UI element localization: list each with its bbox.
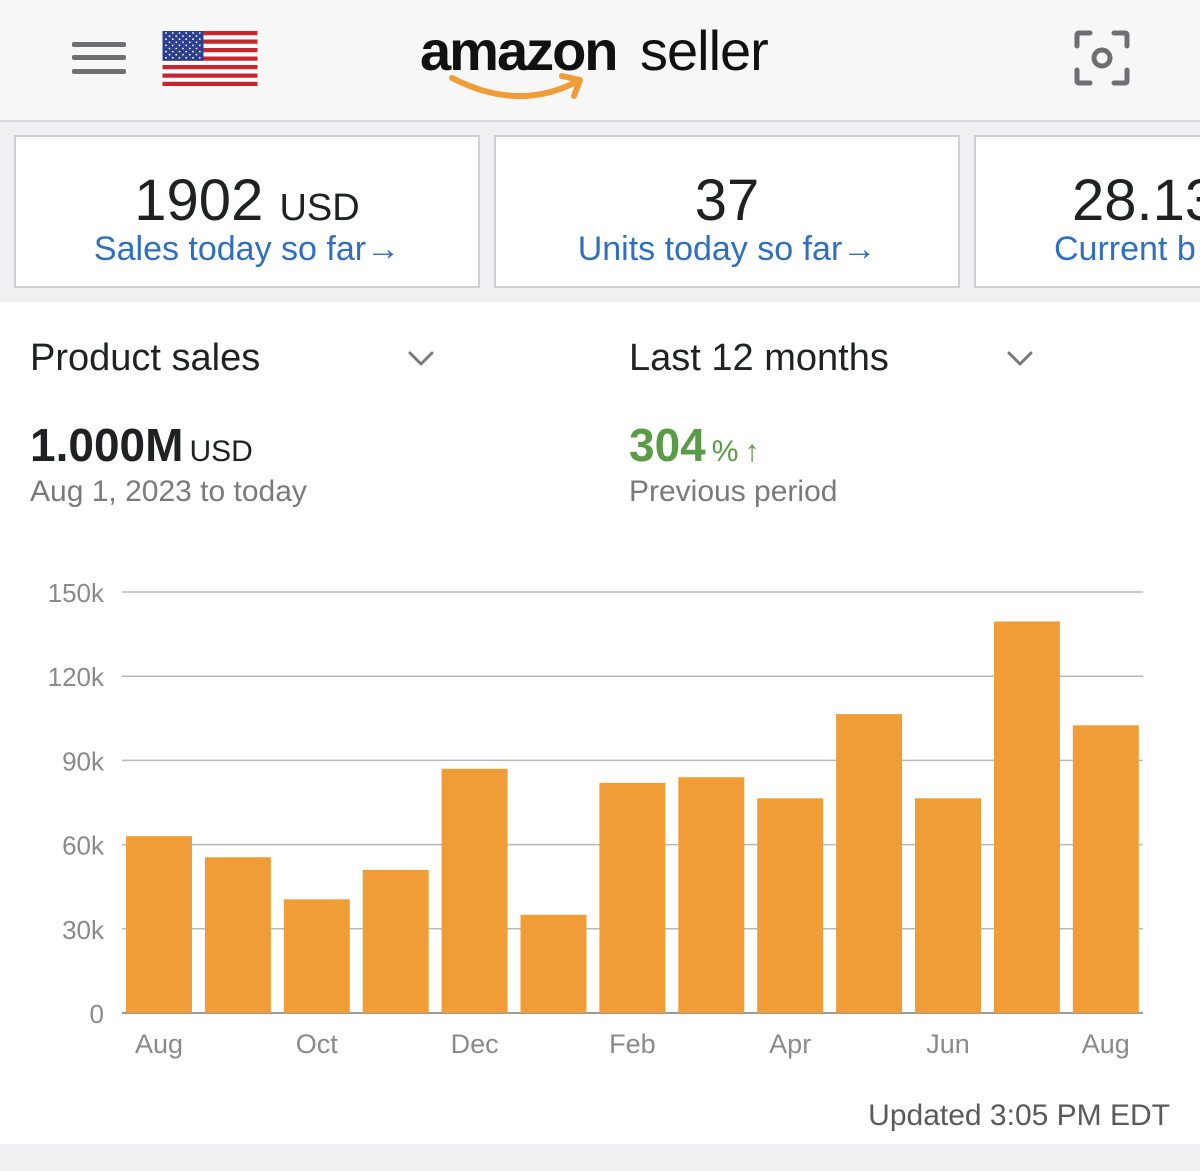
y-tick-label: 120k [48,662,105,692]
units-today-label: Units today so far [577,230,843,268]
arrow-up-icon: ↑ [744,435,760,468]
current-balance-card[interactable]: 28.13 Current b [974,135,1200,288]
logo-amazon-text: amazon [420,19,618,82]
chart-bar [678,777,745,1013]
amazon-seller-logo: amazon seller [420,18,780,106]
current-balance-link[interactable]: Current b [1054,229,1200,269]
total-sales-amount: 1.000M [30,419,184,471]
chevron-down-icon[interactable] [407,344,435,372]
current-balance-amount: 28.13 [1072,168,1200,233]
metric-cards: 1902 USD Sales today so far→ 37 Units to… [0,122,1200,302]
chart-bar [599,782,666,1013]
chart-bar [836,714,903,1013]
period-change-value: 304% ↑ [629,418,759,479]
y-tick-label: 0 [90,999,104,1029]
units-today-amount: 37 [694,168,760,233]
sales-today-unit: USD [279,187,360,229]
arrow-right-icon: → [366,230,401,268]
x-tick-label: Jun [926,1029,970,1059]
sales-today-link[interactable]: Sales today so far→ [16,229,478,269]
period-change-amount: 304 [629,419,706,471]
x-tick-label: Oct [296,1029,339,1059]
amazon-smile-icon [449,73,583,99]
monthly-sales-chart: 0 30k 60k 90k 120k 150k Aug Oct Dec Feb Apr Jun Aug [48,578,1143,1059]
chart-bar [441,768,508,1013]
camera-scan-icon[interactable] [1074,30,1130,86]
x-tick-label: Aug [1082,1029,1130,1059]
period-change-unit: % [711,435,739,468]
y-tick-label: 150k [48,578,105,608]
chart-bar [520,914,587,1013]
chart-bar [1072,725,1139,1013]
total-sales-value: 1.000M USD [30,418,253,479]
x-tick-label: Aug [135,1029,183,1059]
x-tick-label: Feb [609,1029,656,1059]
y-tick-label: 90k [62,746,105,776]
arrow-right-icon: → [842,230,877,268]
bottom-divider [0,1144,1200,1171]
units-today-link[interactable]: Units today so far→ [496,229,958,269]
chart-bar [993,621,1060,1013]
x-tick-label: Apr [769,1029,811,1059]
hamburger-menu-icon[interactable] [72,40,126,76]
logo-seller-text: seller [640,19,769,82]
metric-dropdown[interactable]: Product sales [30,337,261,379]
updated-timestamp: Updated 3:05 PM EDT [868,1099,1170,1132]
chart-bar [283,899,350,1013]
chart-bar [757,798,824,1013]
current-balance-value: 28.13 [1072,169,1200,233]
chart-bar [915,798,981,1013]
sales-today-label: Sales today so far [93,230,367,268]
date-range-text: Aug 1, 2023 to today [30,475,307,508]
y-tick-label: 30k [62,915,105,945]
period-dropdown[interactable]: Last 12 months [629,337,889,379]
sales-today-card[interactable]: 1902 USD Sales today so far→ [14,135,480,288]
us-flag-icon[interactable] [162,31,258,86]
chart-bar [126,836,192,1013]
chevron-down-icon[interactable] [1006,344,1034,372]
previous-period-label: Previous period [629,475,838,508]
units-today-value: 37 [496,169,958,233]
y-tick-label: 60k [62,831,105,861]
units-today-card[interactable]: 37 Units today so far→ [494,135,960,288]
sales-today-amount: 1902 [134,168,264,233]
x-tick-label: Dec [451,1029,499,1059]
chart-bar [362,869,429,1013]
sales-today-value: 1902 USD [16,169,478,240]
current-balance-label: Current b [1054,230,1196,268]
app-header: amazon seller [0,0,1200,122]
chart-bar [204,857,271,1013]
total-sales-unit: USD [189,435,253,468]
